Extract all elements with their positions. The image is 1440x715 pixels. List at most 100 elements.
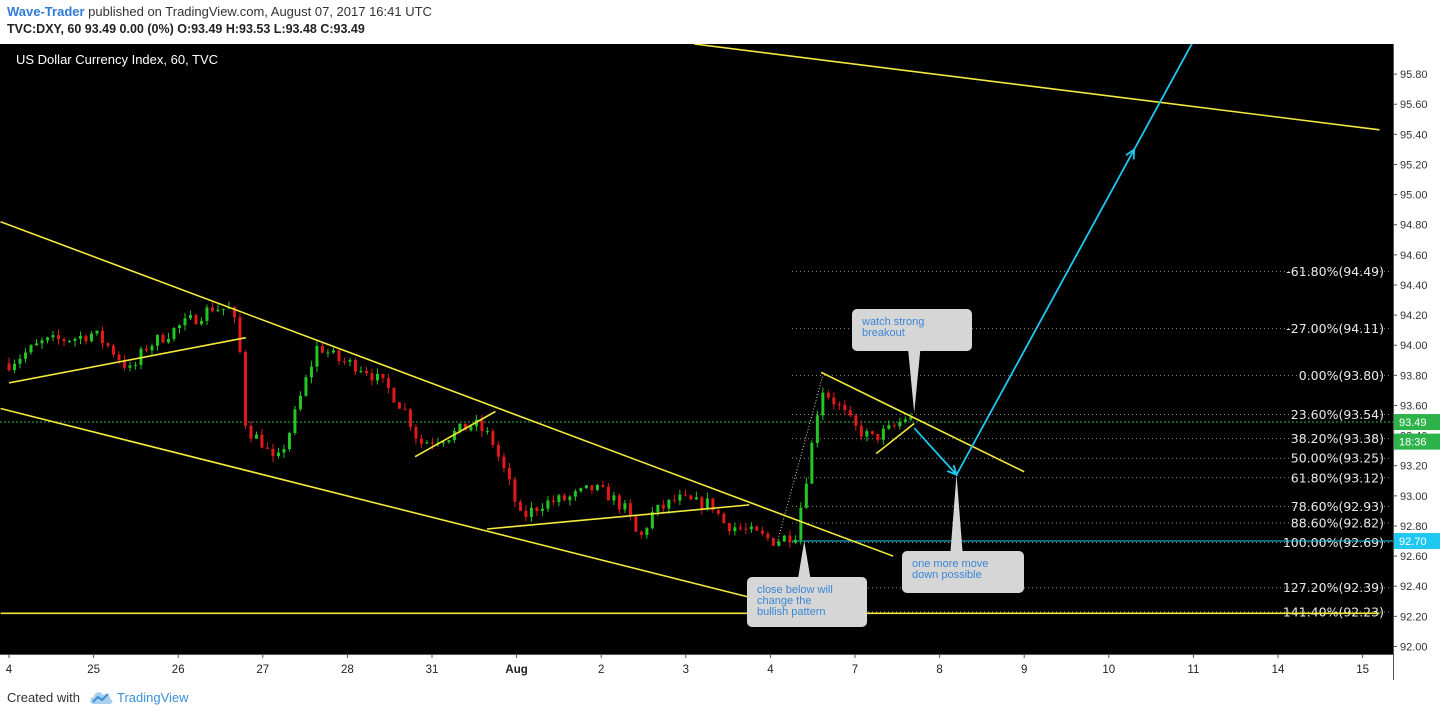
candle-body bbox=[199, 320, 203, 325]
candle-body bbox=[628, 503, 632, 517]
candle-body bbox=[727, 523, 731, 532]
time-tick-label: 28 bbox=[341, 664, 354, 676]
candle-body bbox=[810, 442, 814, 484]
candle-body bbox=[909, 417, 913, 420]
price-tick-label: 94.60 bbox=[1400, 250, 1428, 262]
candle-body bbox=[903, 419, 907, 422]
candle-body bbox=[100, 330, 104, 344]
candle-body bbox=[172, 328, 176, 339]
price-label-bg bbox=[1394, 533, 1440, 550]
fib-level-label: -61.80%(94.49) bbox=[1286, 264, 1384, 279]
candle-body bbox=[375, 373, 379, 381]
candle-body bbox=[56, 335, 60, 340]
time-tick-label: 9 bbox=[1021, 664, 1027, 676]
candle-body bbox=[282, 449, 286, 453]
time-tick-label: 8 bbox=[936, 664, 942, 676]
candle-body bbox=[155, 334, 159, 346]
callout-watch-breakout: watch strong breakout bbox=[852, 309, 972, 414]
time-tick-label: 4 bbox=[6, 664, 13, 676]
candle-body bbox=[150, 345, 154, 351]
candle-body bbox=[23, 352, 27, 359]
candle-body bbox=[221, 308, 225, 310]
candle-body bbox=[419, 438, 423, 444]
price-tick-label: 95.20 bbox=[1400, 159, 1428, 171]
candle-body bbox=[238, 317, 242, 352]
candle-body bbox=[881, 428, 885, 440]
candle-body bbox=[843, 404, 847, 411]
candle-body bbox=[403, 408, 407, 410]
trendline-bottom-neckline bbox=[486, 504, 750, 530]
candle-body bbox=[672, 499, 676, 501]
candle-body bbox=[78, 335, 82, 339]
candle-body bbox=[535, 507, 539, 511]
fib-anchor-line bbox=[776, 375, 824, 543]
candle-body bbox=[463, 423, 467, 431]
author-link[interactable]: Wave-Trader bbox=[7, 4, 85, 19]
candle-body bbox=[617, 495, 621, 510]
candle-body bbox=[887, 425, 891, 429]
time-tick-label: 14 bbox=[1272, 664, 1285, 676]
callout-box bbox=[902, 551, 1024, 593]
candle-body bbox=[34, 343, 38, 346]
candle-body bbox=[749, 526, 753, 530]
candle-body bbox=[183, 318, 187, 326]
candle-body bbox=[452, 431, 456, 441]
tradingview-link[interactable]: TradingView bbox=[117, 690, 189, 705]
trendline-lower-channel bbox=[0, 407, 754, 600]
candle-body bbox=[502, 456, 506, 469]
candle-body bbox=[826, 392, 830, 398]
candle-body bbox=[584, 485, 588, 489]
candle-body bbox=[876, 433, 880, 440]
callout-text: one more move down possible bbox=[912, 558, 988, 581]
fib-level-label: -27.00%(94.11) bbox=[1286, 321, 1384, 336]
candle-body bbox=[606, 486, 610, 501]
candle-body bbox=[469, 426, 473, 431]
candle-body bbox=[683, 494, 687, 496]
candle-body bbox=[447, 440, 451, 443]
price-tick-label: 93.00 bbox=[1400, 491, 1428, 503]
callout-text: close below will change the bullish patter… bbox=[757, 584, 833, 618]
price-tick-label: 93.20 bbox=[1400, 461, 1428, 473]
candle-body bbox=[766, 533, 770, 539]
candle-body bbox=[595, 484, 599, 491]
candle-body bbox=[51, 335, 55, 338]
candle-body bbox=[546, 500, 550, 509]
candle-body bbox=[309, 366, 313, 378]
candle-body bbox=[353, 360, 357, 372]
candle-body bbox=[859, 425, 863, 437]
candle-body bbox=[485, 431, 489, 433]
candle-body bbox=[40, 340, 44, 344]
candle-body bbox=[276, 452, 280, 457]
fib-level-label: 38.20%(93.38) bbox=[1291, 431, 1384, 446]
candle-body bbox=[848, 410, 852, 416]
price-tick-label: 93.80 bbox=[1400, 370, 1428, 382]
candle-body bbox=[348, 360, 352, 362]
trendline-left-support bbox=[8, 336, 247, 384]
fib-level-label: 127.20%(92.39) bbox=[1283, 580, 1384, 595]
candle-body bbox=[7, 363, 11, 371]
candle-body bbox=[705, 498, 709, 510]
candle-body bbox=[777, 541, 781, 546]
candle-body bbox=[623, 503, 627, 510]
candle-body bbox=[73, 338, 77, 341]
callout-close-below: close below will change the bullish patter… bbox=[747, 541, 867, 627]
price-tick-label: 95.00 bbox=[1400, 190, 1428, 202]
candle-body bbox=[854, 415, 858, 426]
trendline-top-resistance bbox=[694, 44, 1380, 131]
candle-body bbox=[298, 395, 302, 410]
fib-level-label: 78.60%(92.93) bbox=[1291, 499, 1384, 514]
time-tick-label: 2 bbox=[598, 664, 604, 676]
price-tick-label: 94.00 bbox=[1400, 340, 1428, 352]
candle-body bbox=[892, 425, 896, 427]
price-label-bg bbox=[1394, 433, 1440, 450]
candle-body bbox=[898, 421, 902, 427]
candle-body bbox=[733, 527, 737, 532]
time-tick-label: 25 bbox=[87, 664, 100, 676]
price-tick-label: 92.80 bbox=[1400, 521, 1428, 533]
created-with-text: Created with bbox=[7, 690, 80, 705]
candle-body bbox=[645, 528, 649, 535]
candle-body bbox=[458, 423, 462, 432]
price-chart[interactable]: 92.0092.2092.4092.6092.8093.0093.2093.40… bbox=[0, 44, 1440, 680]
candle-body bbox=[260, 434, 264, 448]
candle-body bbox=[18, 358, 22, 364]
